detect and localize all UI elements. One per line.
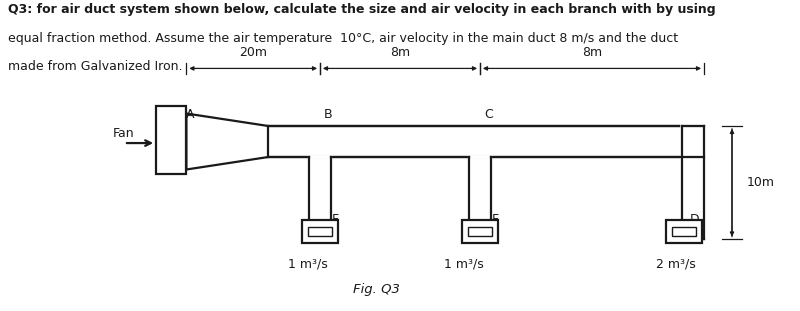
Text: 1 m³/s: 1 m³/s [288,258,328,271]
Text: Q3: for air duct system shown below, calculate the size and air velocity in each: Q3: for air duct system shown below, cal… [8,3,716,16]
Text: F: F [332,213,339,226]
Text: 8m: 8m [390,46,410,59]
Bar [156,106,186,174]
Text: 20m: 20m [239,46,267,59]
Bar [666,220,702,243]
Text: C: C [484,108,493,121]
Text: B: B [324,108,333,121]
Text: Fig. Q3: Fig. Q3 [353,283,399,296]
Bar [308,227,332,236]
Polygon shape [186,114,268,169]
Text: equal fraction method. Assume the air temperature  10°C, air velocity in the mai: equal fraction method. Assume the air te… [8,32,678,45]
Text: 8m: 8m [582,46,602,59]
Bar [672,227,696,236]
Text: F: F [492,213,499,226]
Text: Fan: Fan [113,127,135,140]
Bar [302,220,338,243]
Bar [462,220,498,243]
Text: D: D [690,213,699,226]
Text: 1 m³/s: 1 m³/s [444,258,484,271]
Text: A: A [186,108,195,121]
Bar [468,227,492,236]
Text: 10m: 10m [746,176,774,189]
Text: made from Galvanized Iron.: made from Galvanized Iron. [8,60,182,73]
Text: 2 m³/s: 2 m³/s [656,258,696,271]
